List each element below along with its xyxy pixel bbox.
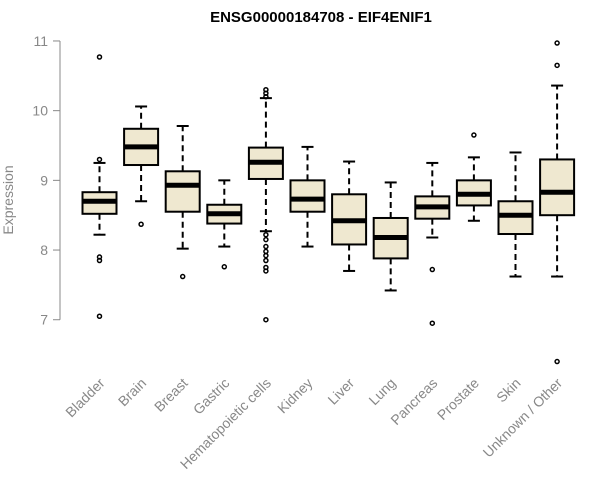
x-tick-label: Brain (115, 375, 149, 409)
outlier-point (554, 62, 560, 69)
x-tick-label: Liver (324, 375, 357, 408)
iqr-box (289, 179, 326, 213)
chart-title: ENSG00000184708 - EIF4ENIF1 (210, 9, 432, 26)
outlier-point (179, 273, 186, 280)
box-brain (123, 105, 160, 228)
y-tick-label: 10 (32, 103, 48, 119)
outlier-point (96, 156, 103, 163)
outlier-point (263, 252, 269, 259)
x-tick-label: Bladder (62, 375, 108, 421)
y-tick-label: 7 (40, 312, 48, 328)
iqr-box (164, 170, 201, 213)
boxes-group (81, 40, 576, 365)
y-tick-label: 8 (40, 242, 48, 258)
box-lung (372, 181, 409, 292)
x-tick-label: Prostate (434, 375, 482, 423)
outlier-point (554, 40, 560, 46)
outlier-point (96, 257, 103, 264)
outlier-point (263, 248, 269, 255)
x-tick-label: Kidney (274, 375, 316, 417)
y-axis: 7 8 9 10 11 (32, 33, 61, 328)
x-tick-label: Breast (151, 375, 191, 415)
box-liver (331, 160, 368, 272)
outlier-point (429, 320, 436, 326)
box-gastric (206, 179, 243, 270)
x-tick-label: Lung (365, 375, 398, 408)
outlier-point (263, 257, 269, 264)
outlier-point (263, 236, 269, 243)
y-tick-label: 11 (33, 33, 48, 49)
outlier-point (554, 358, 560, 365)
outlier-point (263, 268, 269, 274)
box-unknown-other (539, 40, 576, 365)
outlier-point (263, 316, 269, 323)
outlier-point (263, 231, 269, 238)
box-prostate (455, 132, 492, 222)
iqr-box (539, 158, 576, 217)
box-pancreas (414, 161, 451, 326)
outlier-point (263, 243, 269, 250)
y-axis-label: Expression (0, 165, 16, 234)
outlier-point (138, 221, 144, 228)
x-tick-label: Unknown / Other (480, 375, 566, 461)
outlier-point (263, 93, 269, 100)
outlier-point (96, 313, 103, 319)
box-kidney (289, 145, 326, 248)
x-tick-label: Skin (493, 375, 524, 406)
box-skin (497, 151, 534, 278)
outlier-point (221, 264, 228, 270)
box-breast (164, 124, 201, 280)
box-bladder (81, 54, 118, 319)
box-hematopoietic-cells (247, 87, 284, 323)
outlier-point (471, 132, 477, 138)
outlier-point (429, 266, 436, 273)
y-tick-label: 9 (40, 172, 48, 188)
outlier-point (96, 54, 103, 60)
